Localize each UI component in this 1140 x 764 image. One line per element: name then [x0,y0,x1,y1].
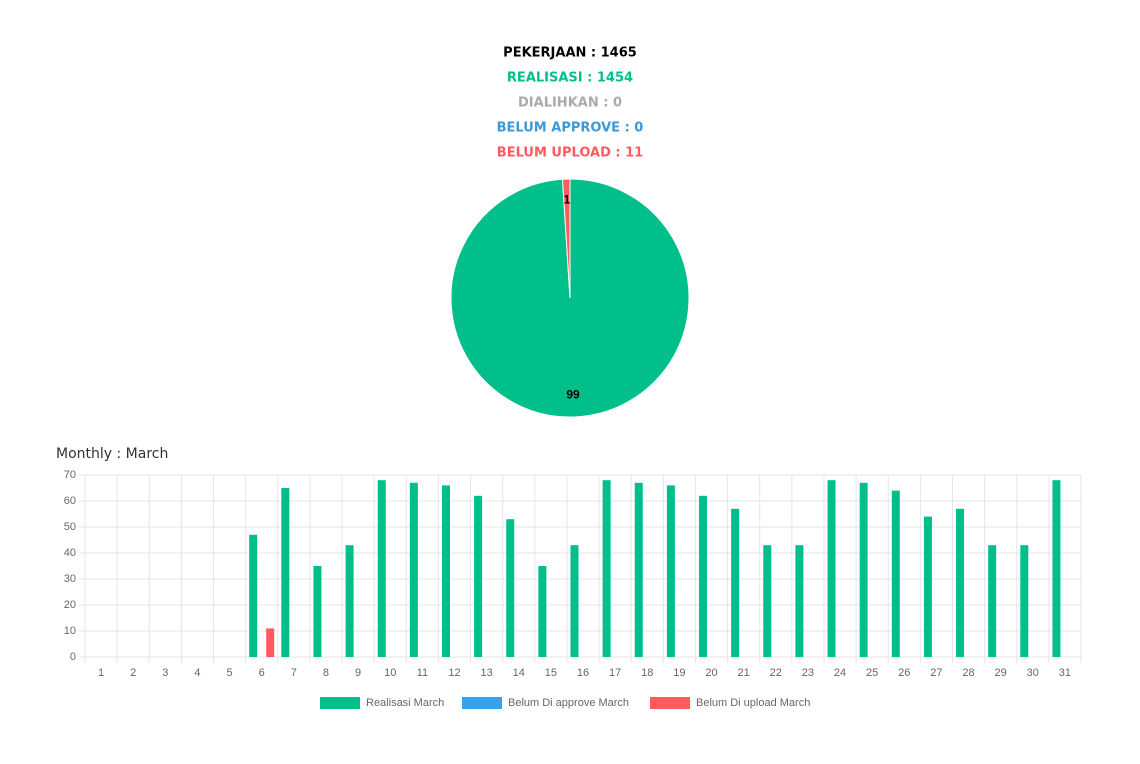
bar [859,482,868,657]
x-tick-label: 15 [545,667,557,679]
x-tick-label: 29 [995,667,1007,679]
x-tick-label: 20 [705,667,717,679]
x-tick-label: 31 [1059,667,1071,679]
bar [923,516,932,657]
bar [409,482,418,657]
y-tick-label: 10 [64,625,76,637]
bar [441,485,450,657]
x-tick-label: 9 [355,667,361,679]
bar [602,480,611,657]
legend-swatch [320,697,360,709]
y-tick-label: 60 [64,495,76,507]
x-tick-label: 13 [480,667,492,679]
x-tick-label: 30 [1027,667,1039,679]
x-tick-label: 26 [898,667,910,679]
x-tick-label: 4 [194,667,200,679]
bar [988,545,997,657]
bar [570,545,579,657]
y-tick-label: 50 [64,521,76,533]
x-tick-label: 19 [673,667,685,679]
bar [538,566,547,657]
x-tick-label: 1 [98,667,104,679]
x-tick-label: 28 [962,667,974,679]
x-tick-label: 18 [641,667,653,679]
x-tick-label: 25 [866,667,878,679]
x-tick-label: 16 [577,667,589,679]
bar [1020,545,1029,657]
x-tick-label: 3 [162,667,168,679]
bar [763,545,772,657]
x-tick-label: 5 [227,667,233,679]
x-tick-label: 17 [609,667,621,679]
pie-label: 99 [566,388,580,402]
pie-label: 1 [564,193,571,207]
bar [313,566,322,657]
bar [891,490,900,657]
legend-swatch [650,697,690,709]
legend-label: Realisasi March [366,697,444,709]
x-tick-label: 27 [930,667,942,679]
bar [666,485,675,657]
legend-swatch [462,697,502,709]
bar [266,628,275,657]
x-tick-label: 12 [448,667,460,679]
bar [699,495,708,657]
y-tick-label: 0 [70,651,76,663]
bar [731,508,740,657]
x-tick-label: 2 [130,667,136,679]
x-tick-label: 7 [291,667,297,679]
x-tick-label: 8 [323,667,329,679]
y-tick-label: 40 [64,547,76,559]
x-tick-label: 22 [770,667,782,679]
bar [795,545,804,657]
x-tick-label: 6 [259,667,265,679]
x-tick-label: 10 [384,667,396,679]
bar [506,519,515,657]
x-tick-label: 24 [834,667,846,679]
bar [345,545,354,657]
summary-approve: BELUM APPROVE : 0 [497,121,644,136]
bar [249,534,258,657]
bar [1052,480,1061,657]
summary-dialihkan: DIALIHKAN : 0 [518,96,622,111]
summary-total: PEKERJAAN : 1465 [503,46,637,61]
legend-label: Belum Di upload March [696,697,810,709]
x-tick-label: 14 [513,667,525,679]
bar [377,480,386,657]
bar [281,488,290,657]
y-tick-label: 70 [64,469,76,481]
bar [827,480,836,657]
summary-upload: BELUM UPLOAD : 11 [497,146,643,161]
bar [474,495,483,657]
x-tick-label: 23 [802,667,814,679]
x-tick-label: 21 [738,667,750,679]
bar [956,508,965,657]
x-tick-label: 11 [417,667,428,679]
y-tick-label: 30 [64,573,76,585]
summary-realisasi: REALISASI : 1454 [507,71,633,86]
pie-slice [561,178,571,299]
bar [634,482,643,657]
chart-title: Monthly : March [56,446,168,462]
legend-label: Belum Di approve March [508,697,629,709]
y-tick-label: 20 [64,599,76,611]
